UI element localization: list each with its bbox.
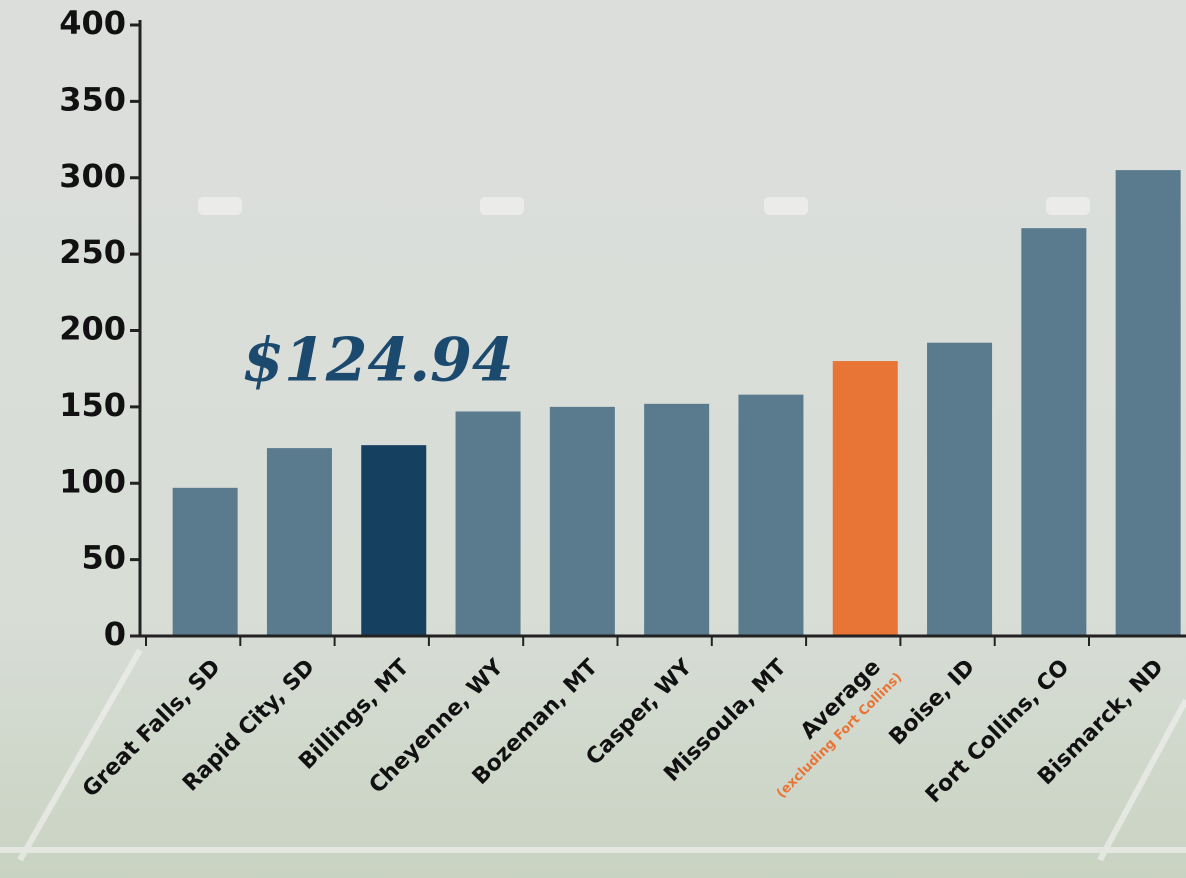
bar <box>833 361 898 636</box>
y-tick-label: 400 <box>59 4 126 42</box>
bar <box>927 343 992 636</box>
y-tick-label: 0 <box>104 615 126 653</box>
y-tick-label: 300 <box>59 157 126 195</box>
bar <box>267 448 332 636</box>
y-tick-label: 100 <box>59 462 126 500</box>
bar <box>1021 228 1086 636</box>
y-tick-label: 350 <box>59 80 126 118</box>
y-tick-label: 150 <box>59 386 126 424</box>
page: {"chart_data": {"type": "bar", "categori… <box>0 0 1186 878</box>
bar <box>550 407 615 636</box>
y-tick-label: 250 <box>59 233 126 271</box>
bar <box>644 404 709 636</box>
bar <box>738 395 803 636</box>
y-tick-label: 200 <box>59 310 126 348</box>
chart: $124.94 050100150200250300350400Great Fa… <box>0 0 1186 878</box>
bar <box>1116 170 1181 636</box>
bar <box>361 445 426 636</box>
annotation: $124.94 <box>242 326 513 396</box>
bar <box>173 488 238 636</box>
y-tick-label: 50 <box>81 539 126 577</box>
bar <box>456 411 521 636</box>
